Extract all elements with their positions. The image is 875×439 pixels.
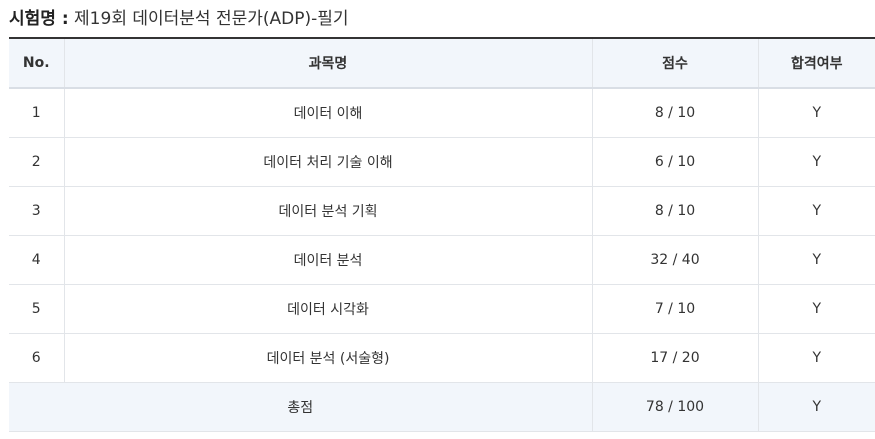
row-pass: Y	[757, 283, 875, 334]
row-subject: 데이터 분석	[63, 234, 593, 285]
row-no: 2	[9, 136, 65, 187]
row-score: 32 / 40	[591, 234, 759, 285]
row-no: 6	[9, 332, 65, 383]
table-row: 5 데이터 시각화 7 / 10 Y	[9, 283, 875, 334]
table-row: 1 데이터 이해 8 / 10 Y	[9, 87, 875, 138]
table-row: 6 데이터 분석 (서술형) 17 / 20 Y	[9, 332, 875, 383]
row-score: 8 / 10	[591, 185, 759, 236]
row-subject: 데이터 이해	[63, 87, 593, 138]
exam-title-label: 시험명 :	[9, 9, 69, 29]
row-no: 4	[9, 234, 65, 285]
table-row: 3 데이터 분석 기획 8 / 10 Y	[9, 185, 875, 236]
row-no: 5	[9, 283, 65, 334]
total-row: 총점 78 / 100 Y	[9, 381, 875, 432]
total-label: 총점	[9, 381, 593, 432]
row-subject: 데이터 분석 (서술형)	[63, 332, 593, 383]
row-no: 3	[9, 185, 65, 236]
row-pass: Y	[757, 234, 875, 285]
row-score: 17 / 20	[591, 332, 759, 383]
exam-name: 제19회 데이터분석 전문가(ADP)-필기	[74, 9, 349, 29]
row-no: 1	[9, 87, 65, 138]
score-table: No. 과목명 점수 합격여부 1 데이터 이해 8 / 10 Y 2 데이터 …	[9, 37, 875, 432]
row-subject: 데이터 분석 기획	[63, 185, 593, 236]
column-header-pass: 합격여부	[757, 37, 875, 89]
row-pass: Y	[757, 332, 875, 383]
row-score: 8 / 10	[591, 87, 759, 138]
row-subject: 데이터 시각화	[63, 283, 593, 334]
table-header-row: No. 과목명 점수 합격여부	[9, 37, 875, 89]
total-score: 78 / 100	[591, 381, 759, 432]
total-pass: Y	[757, 381, 875, 432]
table-row: 4 데이터 분석 32 / 40 Y	[9, 234, 875, 285]
exam-title: 시험명 : 제19회 데이터분석 전문가(ADP)-필기	[9, 7, 349, 31]
column-header-subject: 과목명	[63, 37, 593, 89]
row-pass: Y	[757, 136, 875, 187]
row-pass: Y	[757, 185, 875, 236]
row-pass: Y	[757, 87, 875, 138]
column-header-no: No.	[9, 37, 65, 89]
row-subject: 데이터 처리 기술 이해	[63, 136, 593, 187]
row-score: 7 / 10	[591, 283, 759, 334]
table-row: 2 데이터 처리 기술 이해 6 / 10 Y	[9, 136, 875, 187]
column-header-score: 점수	[591, 37, 759, 89]
row-score: 6 / 10	[591, 136, 759, 187]
